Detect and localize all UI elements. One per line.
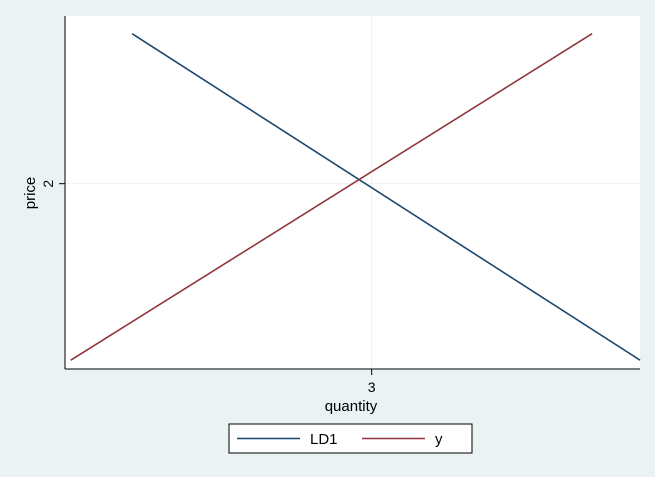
series-line-ld1 xyxy=(131,32,641,361)
legend-label-y: y xyxy=(435,431,443,448)
y-axis-label: price xyxy=(22,177,39,210)
x-axis-label: quantity xyxy=(325,398,378,415)
plot-area xyxy=(65,16,640,369)
legend: LD1 y xyxy=(228,423,473,454)
x-tick-label: 3 xyxy=(368,379,376,395)
series-line-y xyxy=(70,32,593,361)
legend-label-ld1: LD1 xyxy=(310,431,338,448)
series-lines xyxy=(70,32,641,361)
y-tick-label: 2 xyxy=(40,180,56,188)
axis-ticks: 32 xyxy=(40,180,376,395)
